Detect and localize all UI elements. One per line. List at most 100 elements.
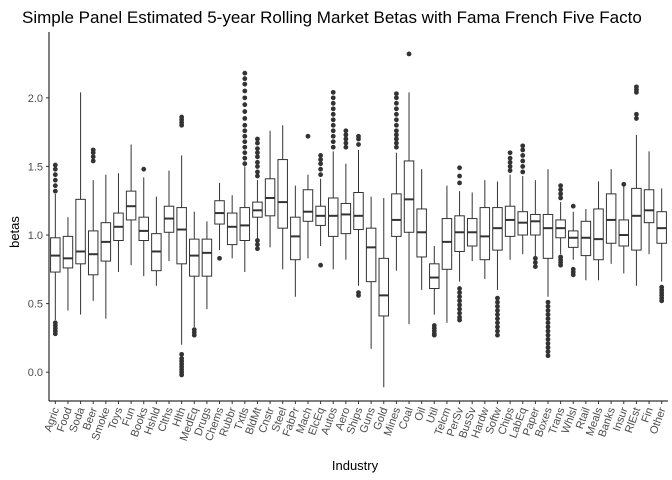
outlier-point [242,88,248,94]
outlier-point [242,133,248,139]
outlier-point [457,165,462,171]
outlier-point [634,116,639,121]
outlier-point [255,154,260,160]
outlier-point [318,153,324,158]
box-telcm [441,185,453,323]
outlier-point [532,260,538,265]
outlier-point [242,144,248,150]
box-other [656,188,667,304]
outlier-point [242,150,248,156]
box-insur [618,181,630,274]
outlier-point [255,150,260,156]
outlier-point [507,155,513,161]
box-steel [277,125,288,270]
outlier-point [495,324,500,330]
outlier-point [570,266,576,272]
outlier-point [343,140,349,146]
outlier-point [242,139,248,145]
outlier-point [558,195,564,201]
outlier-point [318,172,324,178]
outlier-point [330,133,336,139]
outlier-point [495,308,500,313]
outlier-point [621,181,627,187]
outlier-point [52,188,58,194]
outlier-point [495,299,500,305]
box-mach [302,133,314,259]
outlier-point [255,242,260,248]
outlier-point [507,150,513,156]
outlier-point [545,303,551,309]
outlier-point [634,111,639,117]
outlier-point [457,180,462,186]
outlier-point [242,161,248,167]
outlier-point [495,332,500,338]
box-banks [605,169,617,264]
outlier-point [191,327,197,333]
outlier-point [242,70,248,76]
box-rtail [580,208,592,281]
outlier-point [255,169,260,175]
outlier-point [242,155,248,161]
outlier-point [242,76,248,82]
y-tick-label: 0.5 [28,299,43,311]
outlier-point [242,81,248,87]
x-tick-label: Fin [639,406,656,424]
outlier-point [242,109,248,114]
outlier-point [457,294,462,300]
outlier-point [558,183,564,189]
outlier-point [52,177,58,183]
outlier-point [330,106,336,112]
box-soda [75,92,86,315]
box-elceq [315,153,326,268]
outlier-point [507,159,513,165]
box-txtls [239,70,251,273]
outlier-point [90,154,96,160]
outlier-point [393,140,399,146]
outlier-point [330,111,336,117]
box-guns [365,196,377,349]
box-toys [113,173,124,273]
outlier-point [457,314,462,320]
outlier-point [495,312,500,317]
outlier-point [520,147,526,153]
outlier-point [457,290,462,296]
box-iqr [277,159,288,229]
outlier-point [52,172,58,178]
box-iqr [441,218,453,270]
box-iqr [176,207,187,265]
outlier-point [318,262,324,268]
box-util [429,245,440,338]
box-meals [593,181,604,281]
box-rlest [631,84,642,286]
outlier-point [179,356,185,361]
x-axis-title: Industry [332,458,379,473]
outlier-point [545,312,551,317]
outlier-point [343,132,349,138]
outlier-point [242,95,248,101]
outlier-point [242,122,248,128]
box-hlth [176,114,187,378]
y-tick-label: 1.5 [28,161,43,173]
box-aero [340,128,352,260]
outlier-point [255,164,260,169]
outlier-point [330,117,336,123]
outlier-point [393,122,399,128]
box-iqr [365,227,377,283]
outlier-point [255,246,260,252]
outlier-point [90,158,96,164]
outlier-point [520,169,526,175]
outlier-point [457,286,462,291]
outlier-point [545,345,551,350]
outlier-point [545,336,551,342]
outlier-point [558,187,564,193]
box-labeq [517,143,528,255]
outlier-point [393,128,399,134]
outlier-point [242,102,248,108]
outlier-point [545,320,551,326]
outlier-point [393,111,399,117]
outlier-point [393,117,399,123]
box-gold [378,197,390,388]
box-books [138,166,149,277]
y-axis-title: betas [7,216,22,248]
chart-title: Simple Panel Estimated 5-year Rolling Ma… [22,8,642,27]
